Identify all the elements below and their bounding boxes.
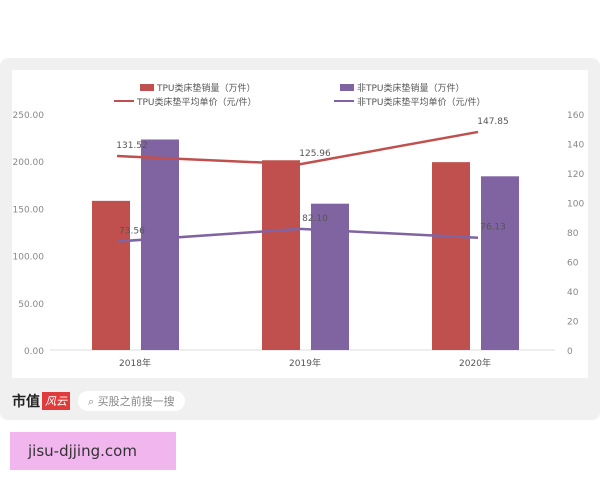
legend-swatch bbox=[140, 84, 154, 91]
footer: 市值 风云 ⌕ 买股之前搜一搜 bbox=[12, 390, 185, 412]
data-label: 82.10 bbox=[302, 214, 328, 224]
right-tick-label: 80 bbox=[567, 229, 579, 239]
bar-tpu-2019年 bbox=[262, 160, 300, 350]
legend-swatch bbox=[340, 84, 354, 91]
right-tick-label: 120 bbox=[567, 170, 584, 180]
right-tick-label: 140 bbox=[567, 141, 584, 151]
site-watermark: jisu-djjing.com bbox=[10, 432, 176, 470]
right-tick-label: 100 bbox=[567, 200, 584, 210]
data-label: 76.13 bbox=[480, 223, 506, 233]
x-tick-label: 2020年 bbox=[459, 357, 491, 369]
search-icon: ⌕ bbox=[88, 395, 98, 408]
data-label: 147.85 bbox=[477, 117, 509, 127]
bar-tpu-2020年 bbox=[432, 162, 470, 350]
data-label: 125.96 bbox=[299, 149, 331, 159]
bar-non-tpu-2018年 bbox=[141, 139, 179, 350]
right-tick-label: 160 bbox=[567, 111, 584, 121]
right-tick-label: 60 bbox=[567, 259, 579, 269]
data-label: 131.52 bbox=[116, 141, 148, 151]
x-tick-label: 2018年 bbox=[119, 357, 151, 369]
right-tick-label: 20 bbox=[567, 318, 579, 328]
right-tick-label: 0 bbox=[567, 347, 573, 357]
x-tick-label: 2019年 bbox=[289, 357, 321, 369]
legend-label: TPU类床垫销量（万件） bbox=[156, 82, 256, 94]
brand-logo: 风云 bbox=[42, 392, 70, 410]
left-tick-label: 150.00 bbox=[13, 205, 45, 215]
legend-label: TPU类床垫平均单价（元/件） bbox=[136, 96, 257, 108]
left-tick-label: 100.00 bbox=[13, 253, 45, 263]
left-tick-label: 200.00 bbox=[13, 158, 45, 168]
bar-non-tpu-2019年 bbox=[311, 203, 349, 350]
right-tick-label: 40 bbox=[567, 288, 579, 298]
search-box[interactable]: ⌕ 买股之前搜一搜 bbox=[78, 391, 185, 411]
search-placeholder: 买股之前搜一搜 bbox=[97, 395, 175, 408]
data-label: 73.56 bbox=[119, 226, 145, 236]
line-non-tpu-price bbox=[116, 227, 479, 243]
brand-text: 市值 bbox=[12, 394, 40, 410]
legend-label: 非TPU类床垫销量（万件） bbox=[357, 82, 465, 94]
left-tick-label: 50.00 bbox=[18, 300, 44, 310]
left-tick-label: 0.00 bbox=[24, 347, 44, 357]
legend-label: 非TPU类床垫平均单价（元/件） bbox=[357, 96, 486, 108]
left-tick-label: 250.00 bbox=[13, 111, 45, 121]
line-tpu-price bbox=[116, 130, 479, 166]
bar-non-tpu-2020年 bbox=[481, 176, 519, 350]
bar-tpu-2018年 bbox=[92, 200, 130, 350]
